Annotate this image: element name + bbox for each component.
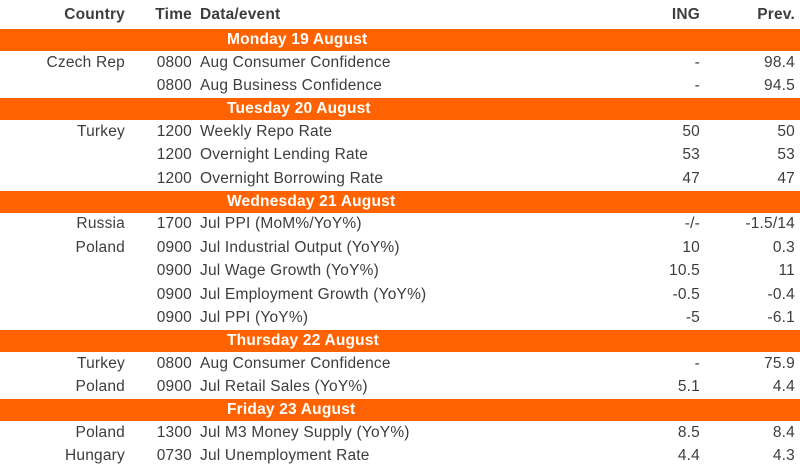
event-cell: Jul PPI (MoM%/YoY%) (200, 215, 362, 233)
event-cell: Aug Consumer Confidence (200, 354, 391, 372)
ing-forecast-cell: - (694, 354, 700, 372)
table-row: Poland 0900 Jul Industrial Output (YoY%)… (0, 236, 800, 260)
column-header-data-event: Data/event (200, 5, 281, 23)
column-header-ing: ING (671, 5, 700, 23)
country-cell: Russia (76, 215, 125, 233)
previous-value-cell: 4.4 (772, 378, 795, 396)
previous-value-cell: 98.4 (764, 53, 795, 71)
table-row: Russia 1700 Jul PPI (MoM%/YoY%) -/- -1.5… (0, 212, 800, 236)
ing-forecast-cell: - (694, 77, 700, 95)
table-row: Turkey 0800 Aug Consumer Confidence - 75… (0, 352, 800, 376)
previous-value-cell: -1.5/14 (745, 215, 795, 233)
previous-value-cell: -6.1 (767, 309, 795, 327)
previous-value-cell: 4.3 (772, 447, 795, 465)
ing-forecast-cell: 10 (682, 238, 700, 256)
ing-forecast-cell: -5 (685, 309, 700, 327)
table-row: 0800 Aug Business Confidence - 94.5 (0, 74, 800, 98)
column-header-prev: Prev. (757, 5, 795, 23)
previous-value-cell: 47 (777, 169, 795, 187)
time-cell: 1200 (156, 146, 192, 164)
day-section-header-monday: Monday 19 August (0, 29, 800, 51)
event-cell: Jul Retail Sales (YoY%) (200, 378, 368, 396)
day-section-header-tuesday: Tuesday 20 August (0, 98, 800, 120)
time-cell: 1200 (156, 169, 192, 187)
time-cell: 1200 (156, 122, 192, 140)
time-cell: 0730 (156, 447, 192, 465)
table-row: 1200 Overnight Borrowing Rate 47 47 (0, 167, 800, 191)
event-cell: Jul Wage Growth (YoY%) (200, 262, 379, 280)
previous-value-cell: 53 (777, 146, 795, 164)
ing-forecast-cell: 53 (682, 146, 700, 164)
column-header-time: Time (155, 5, 192, 23)
ing-forecast-cell: -/- (684, 215, 700, 233)
event-cell: Jul M3 Money Supply (YoY%) (200, 423, 410, 441)
country-cell: Poland (75, 423, 125, 441)
event-cell: Jul PPI (YoY%) (200, 309, 309, 327)
table-header-row: Country Time Data/event ING Prev. (0, 0, 800, 29)
table-row: 0900 Jul Wage Growth (YoY%) 10.5 11 (0, 259, 800, 283)
table-row: 0900 Jul PPI (YoY%) -5 -6.1 (0, 306, 800, 330)
previous-value-cell: 0.3 (772, 238, 795, 256)
previous-value-cell: -0.4 (767, 285, 795, 303)
ing-forecast-cell: 8.5 (677, 423, 700, 441)
time-cell: 1700 (156, 215, 192, 233)
event-cell: Overnight Lending Rate (200, 146, 369, 164)
ing-forecast-cell: 5.1 (677, 378, 700, 396)
table-row: Hungary 0730 Jul Unemployment Rate 4.4 4… (0, 444, 800, 468)
day-section-header-wednesday: Wednesday 21 August (0, 190, 800, 213)
event-cell: Aug Business Confidence (200, 77, 383, 95)
country-cell: Poland (75, 378, 125, 396)
column-header-country: Country (64, 5, 125, 23)
country-cell: Hungary (65, 447, 125, 465)
country-cell: Turkey (77, 354, 125, 372)
time-cell: 0800 (156, 53, 192, 71)
event-cell: Jul Unemployment Rate (200, 447, 370, 465)
ing-forecast-cell: 47 (682, 169, 700, 187)
previous-value-cell: 50 (777, 122, 795, 140)
ing-forecast-cell: -0.5 (672, 285, 700, 303)
event-cell: Overnight Borrowing Rate (200, 169, 384, 187)
previous-value-cell: 94.5 (764, 77, 795, 95)
time-cell: 0800 (156, 77, 192, 95)
country-cell: Poland (75, 238, 125, 256)
table-row: 1200 Overnight Lending Rate 53 53 (0, 143, 800, 167)
event-cell: Weekly Repo Rate (200, 122, 333, 140)
country-cell: Turkey (77, 122, 125, 140)
time-cell: 0800 (156, 354, 192, 372)
time-cell: 0900 (156, 238, 192, 256)
table-row: Poland 1300 Jul M3 Money Supply (YoY%) 8… (0, 421, 800, 445)
day-section-header-friday: Friday 23 August (0, 399, 800, 421)
country-cell: Czech Rep (46, 53, 125, 71)
time-cell: 1300 (156, 423, 192, 441)
table-row: Poland 0900 Jul Retail Sales (YoY%) 5.1 … (0, 375, 800, 399)
time-cell: 0900 (156, 262, 192, 280)
table-row: Czech Rep 0800 Aug Consumer Confidence -… (0, 51, 800, 75)
table-row: Turkey 1200 Weekly Repo Rate 50 50 (0, 120, 800, 144)
day-section-header-thursday: Thursday 22 August (0, 330, 800, 352)
event-cell: Jul Industrial Output (YoY%) (200, 238, 400, 256)
ing-forecast-cell: 10.5 (669, 262, 700, 280)
previous-value-cell: 75.9 (764, 354, 795, 372)
previous-value-cell: 11 (778, 262, 795, 280)
time-cell: 0900 (156, 378, 192, 396)
time-cell: 0900 (156, 309, 192, 327)
time-cell: 0900 (156, 285, 192, 303)
ing-forecast-cell: - (694, 53, 700, 71)
event-cell: Jul Employment Growth (YoY%) (200, 285, 427, 303)
previous-value-cell: 8.4 (772, 423, 795, 441)
ing-forecast-cell: 50 (682, 122, 700, 140)
event-cell: Aug Consumer Confidence (200, 53, 391, 71)
ing-forecast-cell: 4.4 (677, 447, 700, 465)
table-row: 0900 Jul Employment Growth (YoY%) -0.5 -… (0, 283, 800, 307)
